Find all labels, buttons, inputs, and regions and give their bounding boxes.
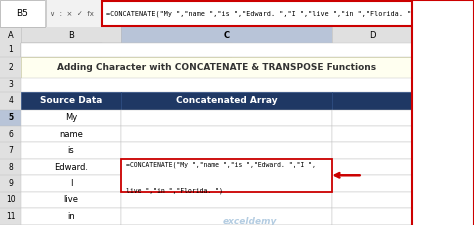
Bar: [21, 43, 102, 57]
Bar: [332, 92, 412, 110]
Bar: [121, 175, 332, 192]
Text: B: B: [68, 31, 74, 40]
Bar: [121, 27, 332, 43]
Text: Edward.: Edward.: [54, 162, 88, 171]
Bar: [332, 126, 412, 142]
Text: Adding Character with CONCATENATE & TRANSPOSE Functions: Adding Character with CONCATENATE & TRAN…: [57, 63, 376, 72]
Bar: [0, 0, 45, 27]
Bar: [121, 159, 332, 192]
Text: 7: 7: [8, 146, 13, 155]
Text: 4: 4: [8, 96, 13, 105]
Text: A: A: [8, 31, 14, 40]
Bar: [332, 175, 412, 192]
Bar: [21, 78, 412, 92]
Text: 6: 6: [8, 130, 13, 139]
Bar: [21, 43, 412, 225]
Bar: [121, 192, 332, 208]
Bar: [21, 43, 412, 57]
Bar: [121, 110, 332, 126]
Bar: [21, 92, 121, 110]
Text: Concatenated Array: Concatenated Array: [175, 96, 277, 105]
Text: 10: 10: [6, 195, 16, 204]
Bar: [121, 208, 332, 225]
Bar: [21, 126, 121, 142]
Bar: [412, 0, 474, 225]
Text: exceldemy: exceldemy: [223, 217, 277, 225]
Text: 3: 3: [8, 80, 13, 89]
Text: =CONCATENATE("My ","name ","is ","Edward. ","I ","live ","in ","Florida. "): =CONCATENATE("My ","name ","is ","Edward…: [106, 10, 415, 17]
Text: live ","in ","Florida. "): live ","in ","Florida. "): [126, 188, 222, 194]
Text: 9: 9: [8, 179, 13, 188]
Bar: [0, 27, 474, 43]
Bar: [21, 142, 121, 159]
Bar: [332, 142, 412, 159]
Bar: [45, 0, 47, 27]
Text: E: E: [440, 31, 446, 40]
Bar: [21, 57, 412, 78]
Bar: [332, 208, 412, 225]
Text: My: My: [65, 113, 77, 122]
Text: ∨  :  ×  ✓  fx: ∨ : × ✓ fx: [50, 11, 94, 16]
Bar: [0, 110, 21, 126]
Text: 8: 8: [8, 162, 13, 171]
Text: 11: 11: [6, 212, 16, 221]
Text: =CONCATENATE("My ","name ","is ","Edward. ","I ",: =CONCATENATE("My ","name ","is ","Edward…: [126, 162, 316, 168]
Bar: [0, 0, 474, 27]
Text: D: D: [369, 31, 375, 40]
Bar: [102, 1, 473, 26]
Bar: [332, 159, 412, 175]
Bar: [21, 175, 121, 192]
Text: 1: 1: [8, 45, 13, 54]
Text: live: live: [64, 195, 79, 204]
Bar: [121, 92, 332, 110]
Bar: [121, 142, 332, 159]
Text: C: C: [223, 31, 229, 40]
Bar: [21, 192, 121, 208]
Bar: [332, 192, 412, 208]
Text: in: in: [67, 212, 75, 221]
Bar: [21, 43, 232, 57]
Bar: [21, 110, 121, 126]
Text: 2: 2: [8, 63, 13, 72]
Text: 5: 5: [8, 113, 13, 122]
Bar: [21, 159, 121, 175]
Text: Source Data: Source Data: [40, 96, 102, 105]
Bar: [21, 43, 121, 57]
Bar: [121, 159, 332, 175]
Text: is: is: [68, 146, 74, 155]
Bar: [0, 43, 21, 225]
Text: name: name: [59, 130, 83, 139]
Bar: [121, 126, 332, 142]
Text: B5: B5: [17, 9, 28, 18]
Bar: [332, 110, 412, 126]
Bar: [21, 208, 121, 225]
Text: I: I: [70, 179, 73, 188]
